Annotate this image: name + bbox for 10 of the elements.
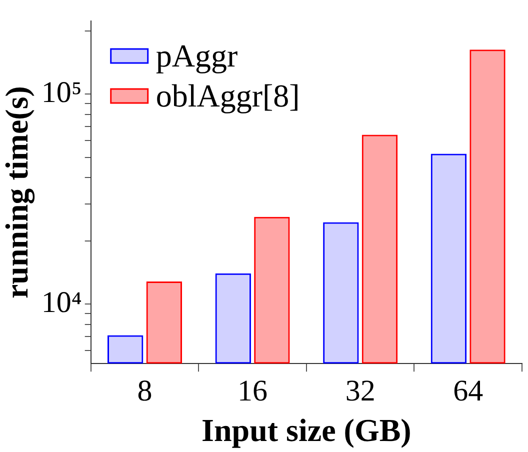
x-tick-label: 8: [137, 374, 152, 408]
x-axis-title: Input size (GB): [202, 412, 412, 448]
x-tick-label: 64: [453, 374, 484, 408]
legend-label: oblAggr[8]: [156, 77, 300, 114]
x-tick-label: 16: [238, 374, 268, 408]
y-tick-label: 10⁴: [41, 286, 82, 319]
x-tick-label: 32: [345, 374, 376, 408]
legend-label: pAggr: [156, 37, 238, 74]
y-axis-title: running time(s): [0, 86, 36, 299]
y-tick-label: 10⁵: [41, 76, 82, 109]
